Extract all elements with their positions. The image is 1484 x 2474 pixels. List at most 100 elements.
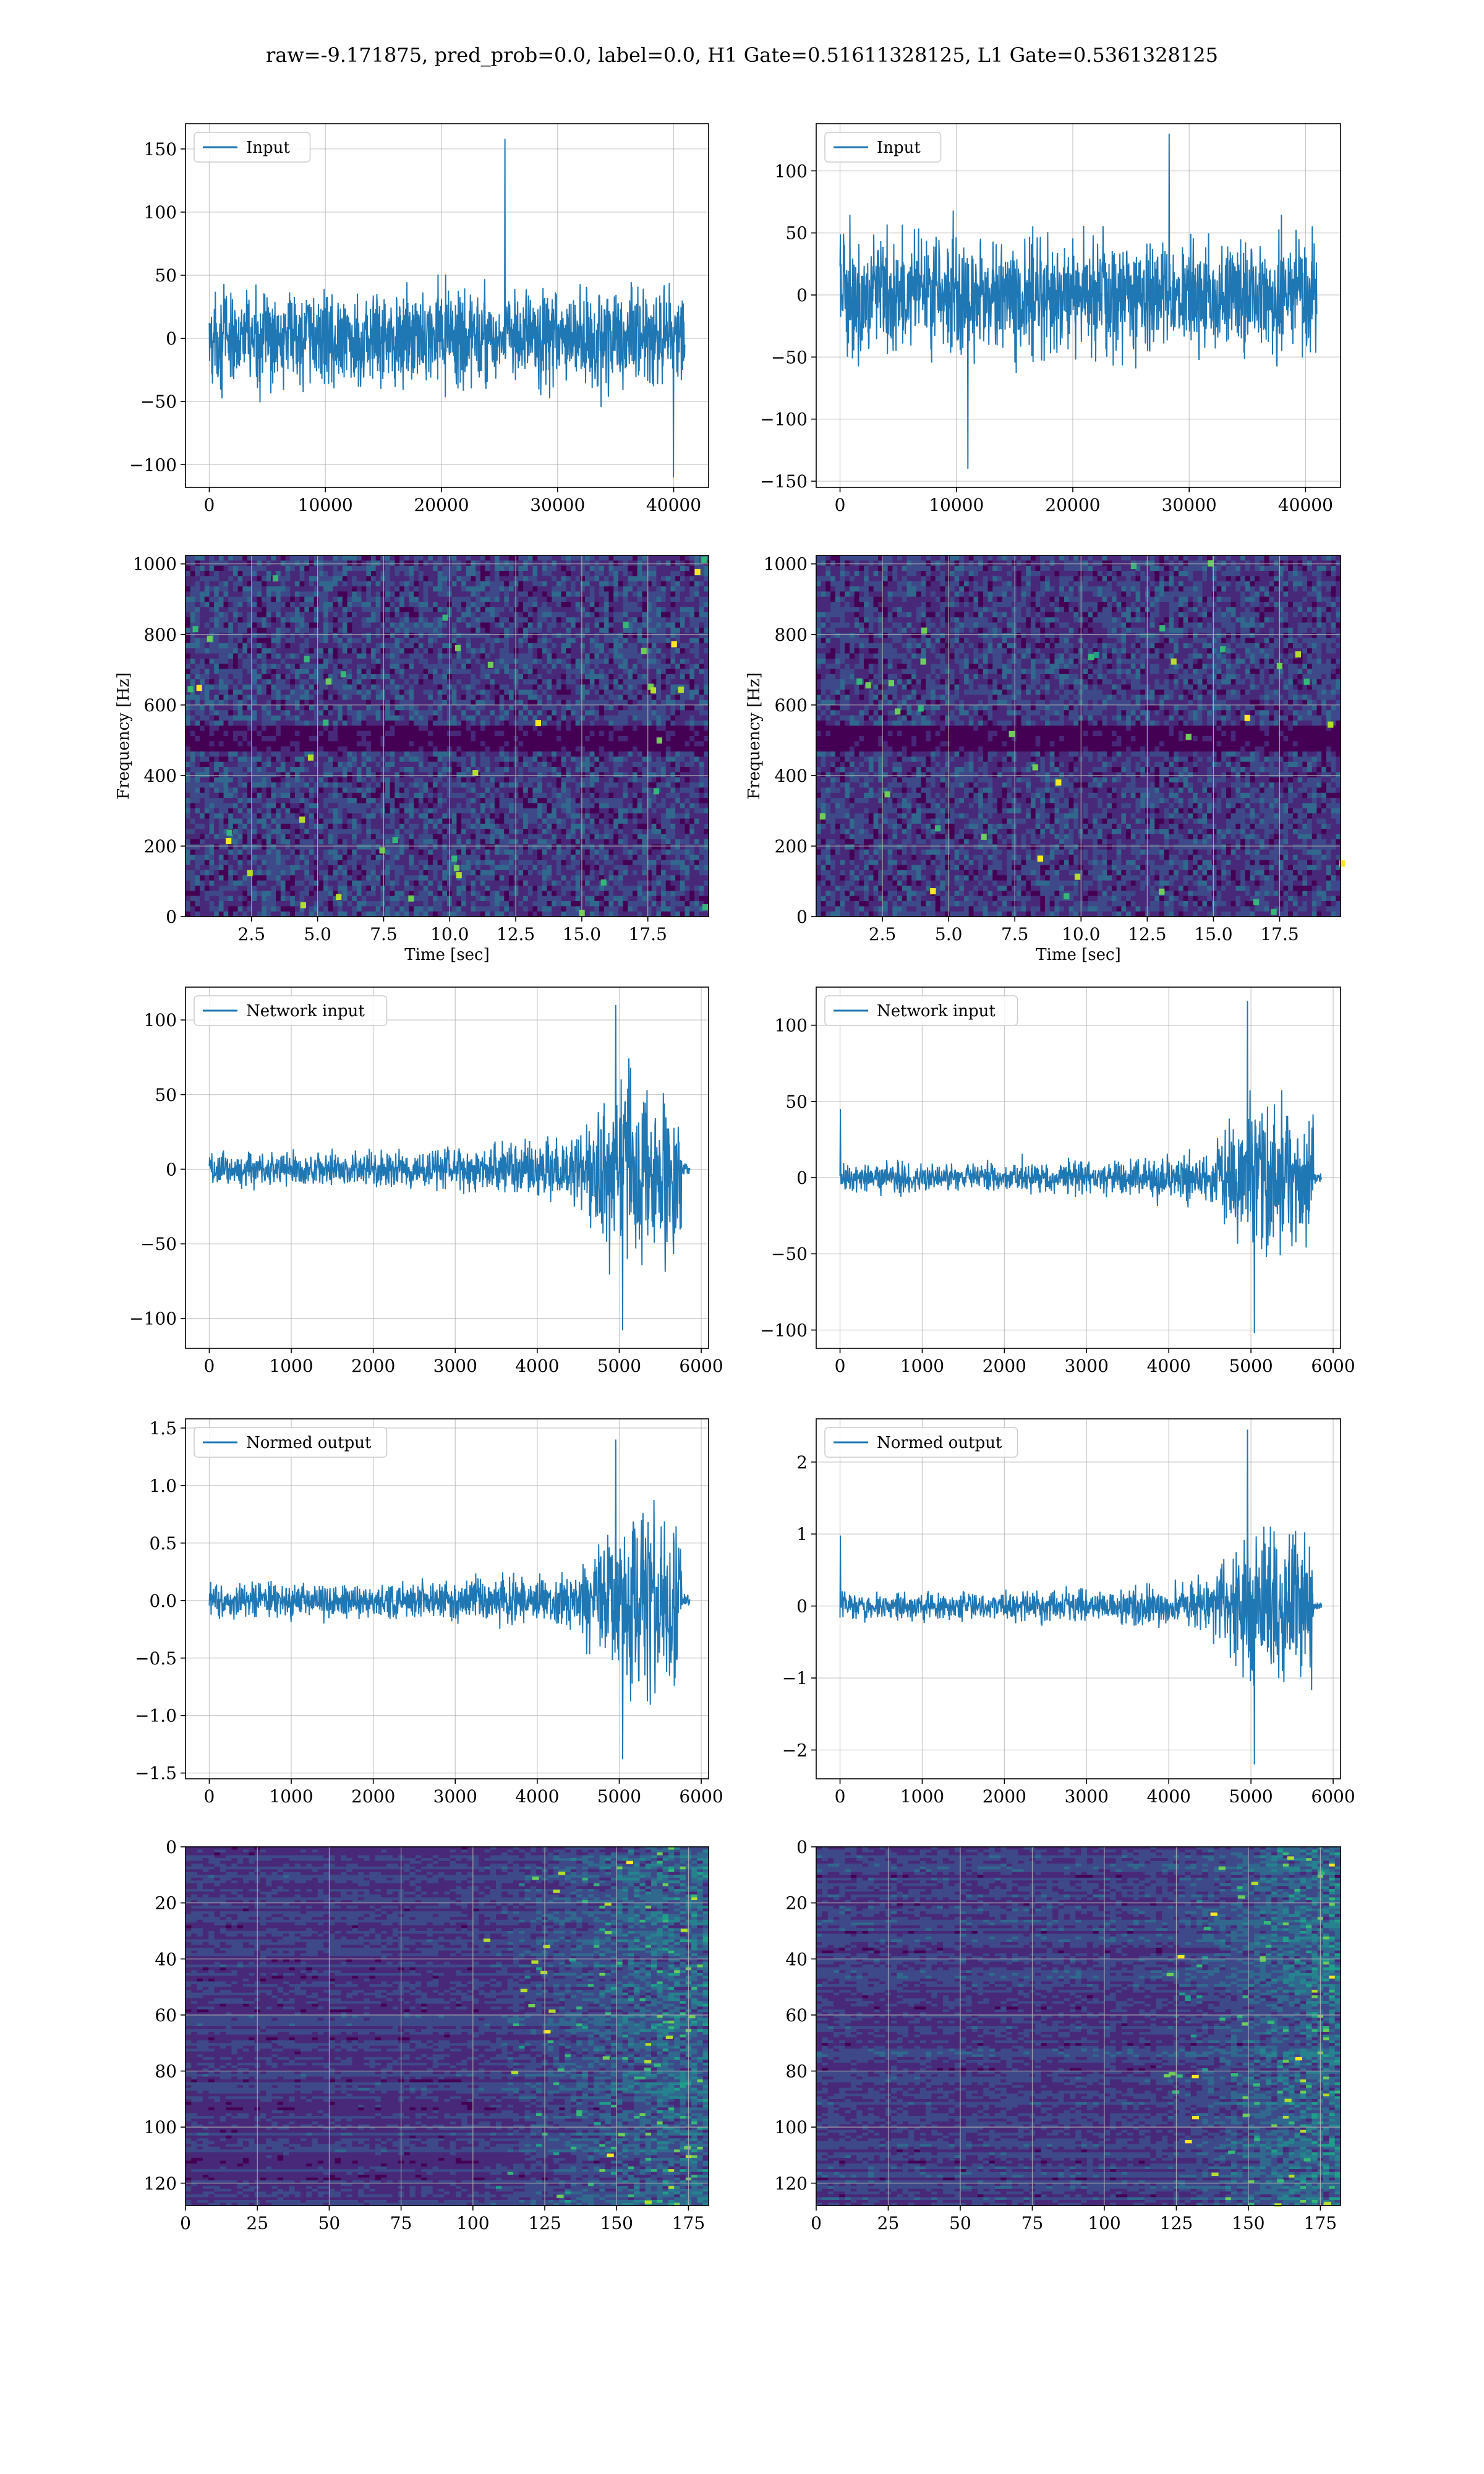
h1-feature-map-hot-spot [558,1872,565,1875]
l1-spectrogram-hot-spot [1033,764,1038,771]
h1-spectrogram-hot-spot [654,788,659,794]
h1-network-input-y-tick-label: −50 [140,1234,177,1254]
l1-input-x-tick-label: 20000 [1045,495,1100,515]
h1-feature-map-y-tick-label: 100 [144,2117,177,2138]
l1-spectrogram-x-tick-label: 7.5 [1001,924,1029,944]
l1-network-input-legend-label: Network input [877,1002,996,1021]
l1-spectrogram-hot-spot [1159,889,1164,895]
h1-network-input-series-line [210,1005,690,1330]
h1-normed-output-x-tick-label: 3000 [433,1786,477,1807]
h1-spectrogram-hot-spot [380,847,385,854]
h1-feature-map-y-tick-label: 20 [155,1893,177,1914]
l1-normed-output-y-tick-label: 2 [796,1452,808,1473]
h1-feature-map-hot-spot [645,2201,652,2204]
l1-feature-map-hot-spot [1192,2116,1199,2119]
l1-normed-output-series-line [840,1430,1322,1765]
h1-feature-map-y-tick-label: 40 [155,1949,177,1969]
h1-normed-output-x-tick-label: 2000 [351,1786,395,1807]
l1-spectrogram-hot-spot [1171,659,1177,665]
h1-spectrogram-hot-spot [193,626,198,632]
h1-input-y-tick-label: 50 [155,265,177,286]
h1-spectrogram-y-tick-label: 600 [144,695,177,716]
h1-spectrogram-y-axis-label: Frequency [Hz] [114,672,133,800]
l1-normed-output-legend-label: Normed output [877,1434,1002,1452]
h1-normed-output-legend-label: Normed output [246,1434,372,1452]
l1-spectrogram-hot-spot [1328,722,1333,728]
h1-spectrogram-hot-spot [323,720,328,726]
l1-normed-output-y-tick-label: −1 [782,1668,808,1689]
h1-spectrogram-y-tick-label: 400 [144,766,177,786]
h1-feature-map-x-tick-label: 25 [246,2213,268,2233]
h1-feature-map-hot-spot [644,2068,651,2071]
l1-input-y-tick-label: −50 [771,347,808,367]
l1-feature-map-hot-spot [1238,1895,1245,1898]
l1-input-y-tick-label: 100 [775,161,808,181]
l1-feature-map-hot-spot [1252,1882,1258,1885]
l1-feature-map-x-tick-label: 50 [949,2213,971,2233]
h1-spectrogram-hot-spot [187,686,193,692]
l1-normed-output-x-tick-label: 3000 [1065,1786,1109,1807]
l1-feature-map-hot-spot [1242,2022,1248,2026]
h1-network-input-x-tick-label: 0 [204,1356,215,1376]
h1-spectrogram-hot-spot [301,902,306,908]
l1-feature-map-x-tick-label: 0 [811,2213,822,2233]
h1-normed-output-series-line [210,1440,690,1760]
l1-feature-map-x-tick-label: 25 [877,2213,900,2233]
h1-feature-map-hot-spot [681,1928,688,1932]
h1-network-input-x-tick-label: 6000 [679,1356,723,1376]
h1-feature-map-hot-spot [644,2060,651,2063]
l1-spectrogram-hot-spot [1038,855,1043,862]
l1-spectrogram-hot-spot [895,708,900,714]
h1-network-input-x-tick-label: 4000 [515,1356,559,1376]
h1-feature-map-hot-spot [521,1989,527,1992]
l1-network-input-x-tick-label: 0 [835,1356,846,1376]
h1-normed-output-x-tick-label: 4000 [515,1786,559,1807]
h1-normed-output-y-tick-label: 0.5 [149,1533,177,1554]
h1-input-y-tick-label: −100 [129,455,177,475]
h1-input-y-tick-label: 100 [144,202,177,223]
l1-network-input-x-tick-label: 3000 [1065,1356,1109,1376]
l1-feature-map-y-tick-label: 120 [775,2173,808,2194]
l1-feature-map-hot-spot [1268,2021,1274,2024]
l1-feature-map-y-tick-label: 20 [785,1893,808,1914]
l1-spectrogram-hot-spot [918,706,923,712]
h1-spectrogram-hot-spot [601,880,607,886]
h1-spectrogram-x-tick-label: 17.5 [629,924,667,944]
l1-spectrogram-hot-spot [866,682,871,688]
l1-input-x-tick-label: 40000 [1278,495,1333,515]
h1-network-input-x-tick-label: 2000 [351,1356,395,1376]
h1-spectrogram-hot-spot [657,737,662,743]
h1-feature-map-hot-spot [605,1931,612,1934]
h1-spectrogram-x-tick-label: 5.0 [304,924,331,944]
h1-normed-output-y-tick-label: 1.0 [149,1476,177,1496]
l1-normed-output-x-tick-label: 0 [835,1786,846,1807]
l1-spectrogram-hot-spot [1088,654,1094,660]
h1-feature-map-hot-spot [531,1961,538,1964]
h1-spectrogram-hot-spot [336,894,341,900]
l1-feature-map-hot-spot [1274,2203,1281,2206]
h1-spectrogram-y-tick-label: 200 [144,836,177,857]
h1-spectrogram-hot-spot [455,645,461,651]
h1-spectrogram-hot-spot [326,678,331,685]
h1-spectrogram-x-tick-label: 2.5 [238,924,266,944]
h1-input-x-tick-label: 40000 [646,495,701,515]
h1-feature-map-hot-spot [603,2057,610,2060]
h1-feature-map-x-tick-label: 175 [672,2213,705,2233]
l1-spectrogram-x-tick-label: 17.5 [1260,924,1298,944]
l1-feature-map-hot-spot [1318,1872,1324,1875]
l1-feature-map-hot-spot [1204,1927,1211,1930]
l1-feature-map-x-tick-label: 150 [1232,2213,1264,2233]
h1-feature-map-hot-spot [688,2015,695,2018]
l1-feature-map-y-tick-label: 60 [785,2005,808,2026]
l1-feature-map-hot-spot [1219,1867,1226,1870]
h1-spectrogram-x-tick-label: 10.0 [430,924,469,944]
h1-input-x-tick-label: 0 [204,495,215,515]
l1-spectrogram-y-tick-label: 1000 [764,554,808,575]
h1-input-series-line [210,139,685,477]
h1-spectrogram-y-tick-label: 800 [144,625,177,645]
l1-feature-map-hot-spot [1285,2099,1292,2102]
h1-spectrogram-hot-spot [197,685,202,691]
h1-feature-map-hot-spot [684,2146,691,2149]
